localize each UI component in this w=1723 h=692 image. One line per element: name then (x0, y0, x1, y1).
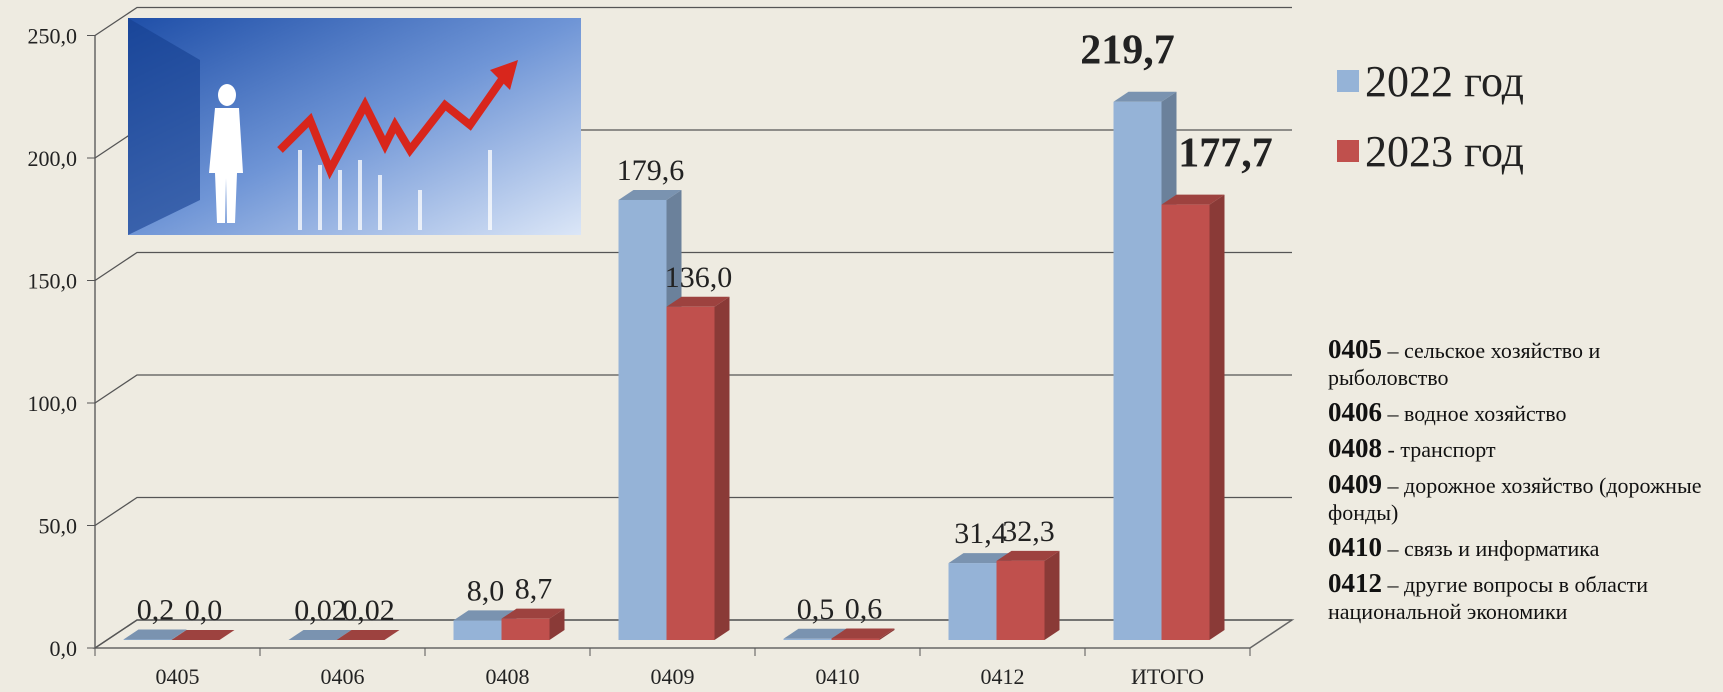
bar (454, 620, 502, 640)
bar-side (1045, 551, 1060, 640)
value-label: 32,3 (1002, 515, 1055, 548)
note-code: 0409 (1328, 469, 1382, 499)
note-text: – связь и информатика (1388, 536, 1600, 561)
x-tick-label: 0412 (981, 664, 1025, 689)
y-tick-label: 250,0 (28, 24, 78, 49)
value-label: 177,7 (1178, 131, 1273, 177)
value-label: 0,0 (185, 594, 223, 627)
note: 0406 – водное хозяйство (1328, 399, 1718, 427)
note: 0410 – связь и информатика (1328, 534, 1718, 562)
value-label: 219,7 (1080, 28, 1175, 74)
illustration (128, 18, 581, 235)
note-code: 0412 (1328, 568, 1382, 598)
x-tick-label: 0405 (156, 664, 200, 689)
y-tick-label: 200,0 (28, 146, 78, 171)
x-tick-label: ИТОГО (1131, 664, 1204, 689)
value-label: 0,6 (845, 593, 883, 626)
note-code: 0405 (1328, 334, 1382, 364)
value-label: 8,7 (515, 573, 553, 606)
x-tick-label: 0408 (486, 664, 530, 689)
bar (997, 561, 1045, 640)
bar (832, 639, 880, 640)
bar (502, 619, 550, 640)
bar (784, 639, 832, 640)
legend-label: 2023 год (1365, 127, 1524, 176)
value-label: 0,02 (342, 594, 395, 627)
note-text: – водное хозяйство (1388, 401, 1567, 426)
legend-swatch (1337, 140, 1359, 162)
value-label: 136,0 (665, 261, 733, 294)
note: 0412 – другие вопросы в области национал… (1328, 570, 1718, 625)
note: 0405 – сельское хозяйство и рыболовство (1328, 336, 1718, 391)
note: 0409 – дорожное хозяйство (дорожные фонд… (1328, 471, 1718, 526)
value-label: 31,4 (954, 517, 1007, 550)
value-label: 0,2 (137, 594, 175, 627)
note-text: – дорожное хозяйство (дорожные фонды) (1328, 473, 1702, 525)
y-tick-label: 50,0 (39, 514, 78, 539)
bar (619, 200, 667, 640)
bar (949, 563, 997, 640)
y-tick-label: 100,0 (28, 391, 78, 416)
x-tick-label: 0409 (651, 664, 695, 689)
note: 0408 - транспорт (1328, 435, 1718, 463)
value-label: 8,0 (467, 574, 505, 607)
bar-side (715, 297, 730, 640)
y-tick-label: 150,0 (28, 269, 78, 294)
bar (667, 307, 715, 640)
note-text: - транспорт (1388, 437, 1496, 462)
note-code: 0408 (1328, 433, 1382, 463)
bar-side (1210, 195, 1225, 640)
page: 0,0 50,0 100,0 150,0 200,0 250,0 0405 0,2 0,0 040… (0, 0, 1723, 692)
x-tick-label: 0406 (321, 664, 365, 689)
note-code: 0406 (1328, 397, 1382, 427)
legend-swatch (1337, 70, 1359, 92)
bar (1114, 102, 1162, 640)
legend-label: 2022 год (1365, 57, 1524, 106)
value-label: 0,5 (797, 593, 835, 626)
x-tick-label: 0410 (816, 664, 860, 689)
y-tick-label: 0,0 (50, 636, 78, 661)
note-code: 0410 (1328, 532, 1382, 562)
value-label: 0,02 (294, 594, 347, 627)
bar (1162, 205, 1210, 640)
value-label: 179,6 (617, 154, 685, 187)
